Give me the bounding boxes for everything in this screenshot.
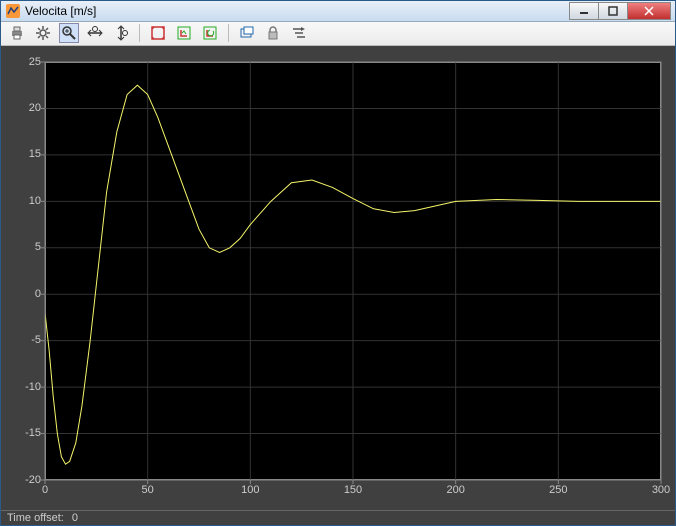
x-tick-label: 200 [441, 484, 471, 496]
y-tick-label: -20 [11, 474, 41, 486]
window-title: Velocita [m/s] [25, 4, 570, 18]
restore-axes-icon[interactable] [200, 23, 220, 43]
toolbar-separator [139, 24, 140, 42]
print-icon[interactable] [7, 23, 27, 43]
y-tick-label: 10 [11, 195, 41, 207]
statusbar: Time offset: 0 [1, 510, 675, 525]
y-tick-label: -15 [11, 427, 41, 439]
y-tick-label: 5 [11, 241, 41, 253]
minimize-button[interactable] [569, 2, 599, 20]
plot-area: 050100150200250300-20-15-10-50510152025 [1, 46, 675, 510]
x-tick-label: 250 [543, 484, 573, 496]
y-tick-label: -10 [11, 381, 41, 393]
x-tick-label: 100 [235, 484, 265, 496]
scope-window: Velocita [m/s] 050100150200250300-20-15-… [0, 0, 676, 526]
signal-icon[interactable] [289, 23, 309, 43]
float-icon[interactable] [237, 23, 257, 43]
time-offset-value: 0 [72, 512, 78, 524]
close-button[interactable] [627, 2, 671, 20]
toolbar [1, 22, 675, 46]
chart-svg [9, 54, 669, 502]
window-controls [570, 2, 671, 20]
toolbar-separator [228, 24, 229, 42]
settings-icon[interactable] [33, 23, 53, 43]
zoom-icon[interactable] [59, 23, 79, 43]
save-axes-icon[interactable] [174, 23, 194, 43]
zoom-y-icon[interactable] [111, 23, 131, 43]
y-tick-label: 0 [11, 288, 41, 300]
x-tick-label: 150 [338, 484, 368, 496]
app-icon [5, 3, 21, 19]
autoscale-icon[interactable] [148, 23, 168, 43]
y-tick-label: -5 [11, 334, 41, 346]
x-tick-label: 50 [133, 484, 163, 496]
y-tick-label: 20 [11, 102, 41, 114]
maximize-button[interactable] [598, 2, 628, 20]
y-tick-label: 15 [11, 148, 41, 160]
time-offset-label: Time offset: [7, 512, 64, 524]
y-tick-label: 25 [11, 56, 41, 68]
x-tick-label: 300 [646, 484, 676, 496]
lock-icon[interactable] [263, 23, 283, 43]
titlebar[interactable]: Velocita [m/s] [1, 1, 675, 22]
zoom-x-icon[interactable] [85, 23, 105, 43]
plot-inner[interactable]: 050100150200250300-20-15-10-50510152025 [9, 54, 669, 502]
